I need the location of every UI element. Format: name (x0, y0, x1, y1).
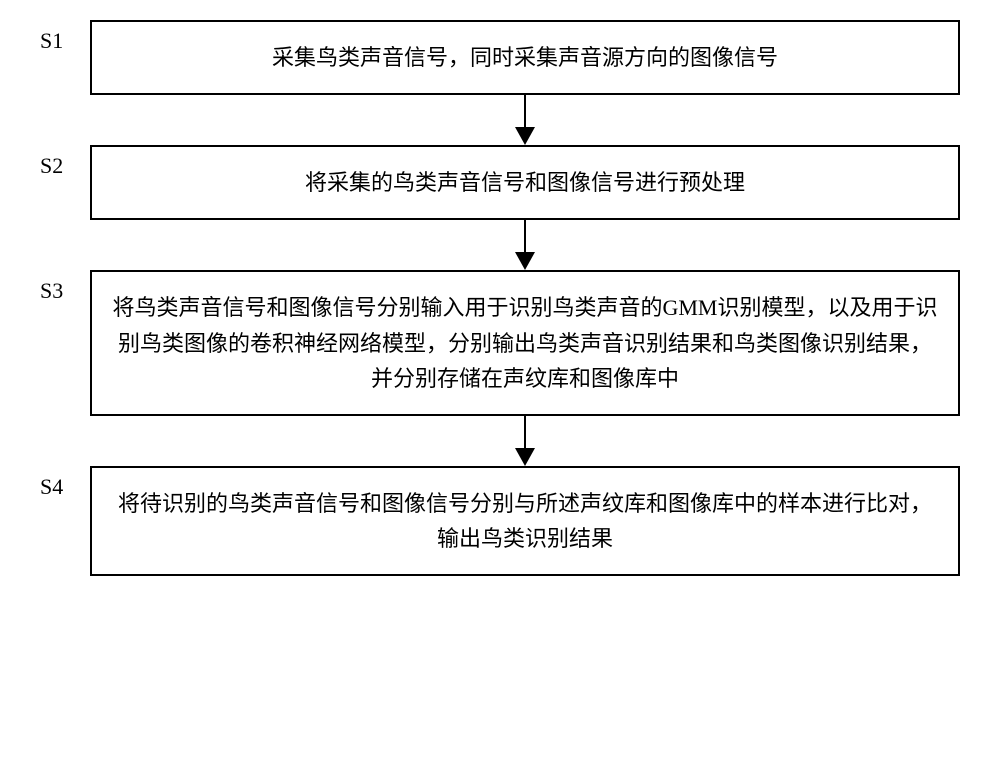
step-text-s2: 将采集的鸟类声音信号和图像信号进行预处理 (305, 165, 745, 200)
step-row-s4: S4 将待识别的鸟类声音信号和图像信号分别与所述声纹库和图像库中的样本进行比对，… (40, 466, 960, 576)
step-box-s4: 将待识别的鸟类声音信号和图像信号分别与所述声纹库和图像库中的样本进行比对，输出鸟… (90, 466, 960, 576)
step-row-s2: S2 将采集的鸟类声音信号和图像信号进行预处理 (40, 145, 960, 220)
step-text-s3: 将鸟类声音信号和图像信号分别输入用于识别鸟类声音的GMM识别模型，以及用于识别鸟… (112, 290, 938, 396)
step-text-s1: 采集鸟类声音信号，同时采集声音源方向的图像信号 (272, 40, 778, 75)
flowchart-container: S1 采集鸟类声音信号，同时采集声音源方向的图像信号 S2 将采集的鸟类声音信号… (40, 20, 960, 576)
step-box-s3: 将鸟类声音信号和图像信号分别输入用于识别鸟类声音的GMM识别模型，以及用于识别鸟… (90, 270, 960, 416)
step-label-s1: S1 (40, 20, 90, 54)
step-row-s1: S1 采集鸟类声音信号，同时采集声音源方向的图像信号 (40, 20, 960, 95)
step-label-s4: S4 (40, 466, 90, 500)
arrow-down-icon (505, 95, 545, 145)
step-box-s2: 将采集的鸟类声音信号和图像信号进行预处理 (90, 145, 960, 220)
arrow-container-3 (40, 416, 960, 466)
arrow-container-1 (40, 95, 960, 145)
step-label-s2: S2 (40, 145, 90, 179)
step-text-s4: 将待识别的鸟类声音信号和图像信号分别与所述声纹库和图像库中的样本进行比对，输出鸟… (112, 486, 938, 556)
step-box-s1: 采集鸟类声音信号，同时采集声音源方向的图像信号 (90, 20, 960, 95)
step-row-s3: S3 将鸟类声音信号和图像信号分别输入用于识别鸟类声音的GMM识别模型，以及用于… (40, 270, 960, 416)
step-label-s3: S3 (40, 270, 90, 304)
arrow-down-icon (505, 416, 545, 466)
arrow-container-2 (40, 220, 960, 270)
arrow-down-icon (505, 220, 545, 270)
